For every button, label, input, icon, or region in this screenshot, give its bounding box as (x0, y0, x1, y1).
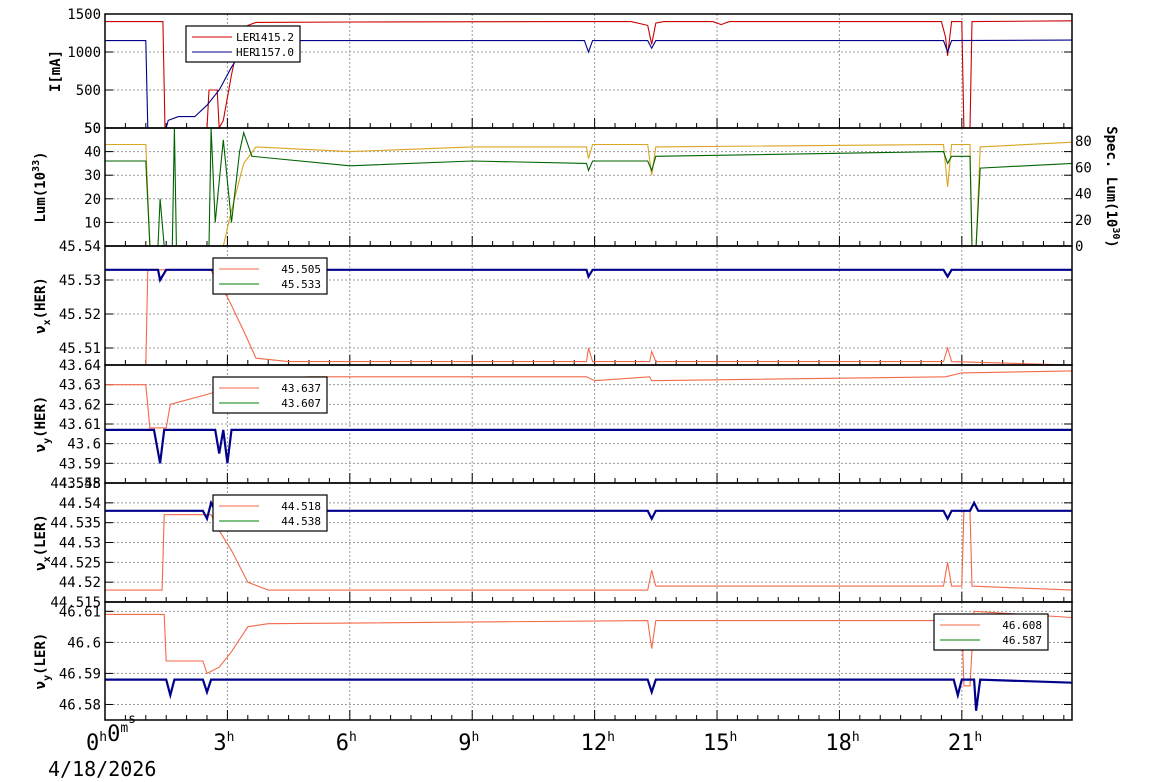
y2-tick-label: 60 (1075, 160, 1092, 176)
y-tick-label: 44.515 (50, 595, 101, 611)
y2-tick-label: 20 (1075, 213, 1092, 229)
y2-axis-title: Spec. Lum(1030) (1103, 126, 1121, 248)
series-line (105, 268, 1072, 283)
x-tick-label: 9h (458, 730, 479, 756)
y-axis-title: νy(LER) (33, 633, 53, 690)
y-tick-label: 43.63 (59, 378, 101, 394)
series-line (105, 678, 1072, 711)
y-tick-label: 46.6 (67, 635, 101, 651)
y-tick-label: 500 (76, 83, 101, 99)
legend-value: 43.637 (281, 382, 321, 395)
date-label: 4/18/2026 (48, 757, 156, 781)
y-tick-label: 1000 (67, 45, 101, 61)
series-line (105, 610, 1072, 687)
y-tick-label: 50 (84, 121, 101, 137)
legend-value: 43.607 (281, 397, 321, 410)
y-tick-label: 50 (84, 121, 101, 137)
y-tick-label: 30 (84, 168, 101, 184)
y2-tick-label: 0 (1075, 239, 1083, 255)
legend-box (933, 613, 1049, 651)
legend-box (212, 494, 328, 532)
y-tick-label: 44.525 (50, 555, 101, 571)
y-tick-label: 1500 (67, 7, 101, 23)
legend-value: 1157.0 (254, 46, 294, 59)
y-axis-title: Lum(1033) (31, 151, 49, 222)
x-tick-label: 18h (825, 730, 859, 756)
series-line (105, 141, 1072, 246)
y-tick-label: 46.58 (59, 697, 101, 713)
series-line (105, 128, 1072, 246)
legend-value: 46.587 (1002, 634, 1042, 647)
legend-name: LER (236, 31, 256, 44)
y-tick-label: 45.54 (59, 239, 101, 255)
x-tick-label: 15h (703, 730, 737, 756)
y2-tick-label: 80 (1075, 134, 1092, 150)
legend-box (185, 25, 301, 63)
legend-box (212, 376, 328, 414)
y-tick-label: 40 (84, 145, 101, 161)
y-tick-label: 46.61 (59, 604, 101, 620)
legend-box (212, 257, 328, 295)
series-line (105, 499, 1072, 522)
y-tick-label: 45.52 (59, 307, 101, 323)
legend-name: HER (236, 46, 256, 59)
legend-value: 46.608 (1002, 619, 1042, 632)
y-axis-title: I[mA] (48, 50, 64, 92)
legend: 44.518 44.538 (212, 494, 328, 532)
y-tick-label: 44.54 (59, 496, 101, 512)
legend-value: 45.505 (281, 263, 321, 276)
panel-nuy-ler: 46.58 46.59 46.6 46.61 νy(LER) 46.608 46.587 (33, 601, 1073, 721)
y-tick-label: 43.62 (59, 397, 101, 413)
legend-value: 1415.2 (254, 31, 294, 44)
y-tick-label: 20 (84, 192, 101, 208)
y-tick-label: 43.58 (59, 476, 101, 492)
y-tick-label: 43.6 (67, 437, 101, 453)
y-tick-label: 44.53 (59, 536, 101, 552)
legend-value: 45.533 (281, 278, 321, 291)
legend: 45.505 45.533 (212, 257, 328, 295)
y-tick-label: 44.52 (59, 575, 101, 591)
x-tick-label: 12h (581, 730, 615, 756)
legend-value: 44.538 (281, 515, 321, 528)
y2-tick-label: 40 (1075, 187, 1092, 203)
y-tick-label: 44.545 (50, 476, 101, 492)
panel-frame (104, 601, 1073, 721)
y-tick-label: 45.51 (59, 341, 101, 357)
y-tick-label: 43.61 (59, 417, 101, 433)
y-tick-label: 10 (84, 215, 101, 231)
x-tick-label: 6h (336, 730, 357, 756)
y-tick-label: 43.59 (59, 456, 101, 472)
legend-value: 44.518 (281, 500, 321, 513)
panel-nux-ler: 44.515 44.52 44.525 44.53 44.535 44.54 44.545 ν… (33, 476, 1073, 611)
legend: 43.637 43.607 (212, 376, 328, 414)
y-tick-label: 45.53 (59, 273, 101, 289)
panel-nux-her: 45.51 45.52 45.53 45.54 νx(HER) 45.505 45.533 (33, 239, 1073, 366)
panel-frame (104, 127, 1073, 247)
y-tick-label: 43.64 (59, 358, 101, 374)
panel-nuy-her: 43.58 43.59 43.6 43.61 43.62 43.63 43.64 νy(HER… (33, 358, 1073, 492)
y-axis-title: νx(HER) (33, 277, 53, 334)
x-tick-label: 21h (948, 730, 982, 756)
series-line (105, 428, 1072, 464)
x-axis-labels: 0h0ms 3h 6h 9h 12h 15h 18h 21h 4/18/2026 (48, 712, 982, 781)
legend: 46.608 46.587 (933, 613, 1049, 651)
x-tick-label: 0h0ms (86, 712, 136, 756)
series-line (105, 20, 1072, 128)
y-axis-title: νx(LER) (33, 514, 53, 571)
panel-luminosity: 10 20 30 40 50 0 20 40 60 80 Spec. Lum(1030) Lum(10… (31, 121, 1121, 255)
y-tick-label: 44.535 (50, 516, 101, 532)
y-tick-label: 46.59 (59, 666, 101, 682)
y-axis-title: νy(HER) (33, 396, 53, 453)
x-tick-label: 3h (213, 730, 234, 756)
